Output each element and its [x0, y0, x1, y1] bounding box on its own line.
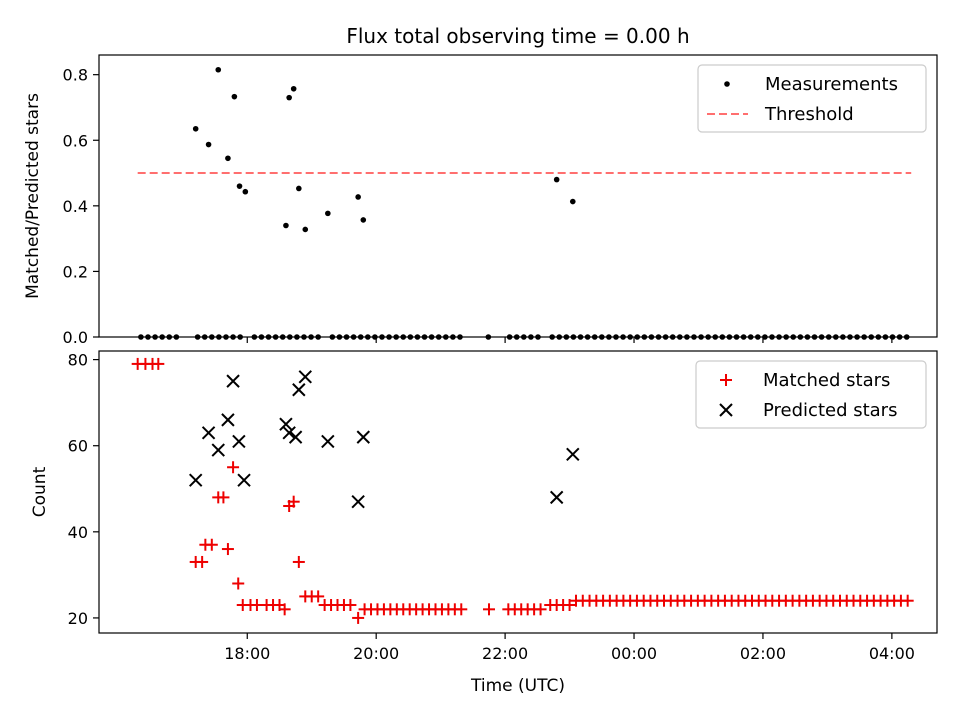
time-x-tick-label: 22:00 — [482, 644, 528, 663]
predicted-star-marker — [221, 413, 235, 427]
time-x-axis: 18:00 20:00 22:00 00:00 02:00 04:00 — [224, 633, 915, 663]
matched-star-marker — [534, 603, 547, 616]
ratio-panel-frame — [98, 54, 938, 338]
ratio-y-tick-label: 0.8 — [63, 66, 88, 85]
matched-star-marker — [901, 594, 914, 607]
measurement-point — [215, 66, 222, 73]
measurement-point — [553, 176, 560, 183]
time-x-tick-label: 20:00 — [353, 644, 399, 663]
legend-threshold-label: Threshold — [764, 104, 854, 125]
measurement-point — [231, 93, 238, 100]
predicted-star-marker — [201, 426, 216, 440]
predicted-star-marker — [351, 494, 365, 509]
matched-star-marker — [217, 491, 230, 504]
measurement-point — [355, 194, 361, 200]
time-x-tick-label: 18:00 — [224, 644, 270, 663]
measurement-point — [286, 94, 292, 101]
matched-star-marker — [287, 495, 300, 508]
count-y-tick-label: 80 — [68, 351, 88, 370]
matched-star-marker — [196, 555, 209, 568]
count-y-tick-label: 60 — [68, 437, 88, 456]
predicted-star-marker — [566, 447, 580, 462]
matched-star-marker — [278, 603, 291, 616]
matched-star-marker — [352, 611, 365, 624]
count-legend: Matched stars Predicted stars — [695, 360, 927, 429]
measurement-point — [325, 210, 331, 217]
predicted-star-marker — [549, 490, 564, 505]
measurement-point — [236, 183, 243, 189]
matched-star-marker — [292, 555, 305, 568]
matched-star-marker — [205, 538, 218, 551]
predicted-star-marker — [321, 434, 335, 449]
predicted-star-marker — [237, 473, 251, 487]
predicted-star-marker — [232, 434, 246, 449]
time-x-label: Time (UTC) — [470, 676, 565, 696]
count-y-label: Count — [30, 466, 50, 517]
predicted-star-marker — [282, 426, 296, 440]
ratio-y-label: Matched/Predicted stars — [23, 93, 43, 299]
legend-predicted-label: Predicted stars — [763, 400, 897, 421]
matched-star-marker — [221, 543, 234, 556]
measurement-point — [283, 222, 289, 229]
matched-star-marker — [152, 357, 165, 370]
time-x-tick-label: 02:00 — [740, 644, 786, 663]
time-x-tick-label: 00:00 — [611, 644, 657, 663]
predicted-star-marker — [279, 417, 293, 431]
predicted-star-marker — [188, 473, 203, 487]
predicted-star-marker — [292, 383, 306, 397]
predicted-star-marker — [356, 430, 370, 444]
legend-matched-marker — [720, 374, 732, 386]
ratio-y-tick-label: 0.6 — [63, 131, 88, 150]
measurement-point — [242, 188, 249, 195]
measurement-point — [302, 226, 309, 233]
count-legend-box — [695, 360, 927, 429]
ratio-y-tick-label: 0.0 — [63, 328, 88, 347]
figure-title: Flux total observing time = 0.00 h — [346, 24, 689, 48]
predicted-star-marker — [211, 443, 225, 457]
time-x-tick-label: 04:00 — [869, 644, 915, 663]
measurement-point — [290, 85, 297, 92]
predicted-star-marker — [288, 430, 303, 444]
measurement-point — [569, 198, 576, 205]
matched-star-marker — [344, 599, 357, 612]
matched-star-marker — [227, 461, 240, 474]
legend-predicted-marker — [719, 403, 733, 417]
matched-star-marker — [232, 577, 245, 590]
count-points — [131, 357, 914, 624]
legend-matched-label: Matched stars — [763, 370, 890, 391]
matched-star-marker — [482, 603, 495, 616]
measurement-point — [225, 155, 231, 162]
measurement-point — [192, 125, 199, 132]
count-y-tick-label: 20 — [68, 609, 88, 628]
measurement-point — [360, 217, 367, 223]
measurement-point — [205, 141, 212, 148]
ratio-y-tick-label: 0.2 — [63, 262, 88, 281]
ratio-x-ticks — [246, 337, 893, 343]
ratio-y-tick-label: 0.4 — [63, 197, 88, 216]
matched-star-marker — [455, 603, 468, 616]
predicted-star-marker — [226, 374, 240, 388]
matched-star-marker — [312, 590, 325, 603]
count-y-axis: 20 40 60 80 — [68, 351, 99, 628]
ratio-panel: 0.00.20.40.60.8 Matched/Predicted stars … — [23, 54, 938, 347]
count-y-tick-label: 40 — [68, 523, 88, 542]
ratio-legend-box — [697, 64, 927, 133]
ratio-legend: Measurements Threshold — [697, 64, 927, 133]
legend-measurements-label: Measurements — [765, 74, 898, 95]
count-panel-frame — [98, 350, 938, 634]
matched-star-marker — [563, 599, 576, 612]
measurement-point — [296, 185, 302, 192]
ratio-y-axis: 0.0 0.2 0.4 0.6 0.8 — [63, 66, 99, 347]
legend-measurement-dot — [724, 81, 730, 87]
predicted-star-marker — [298, 370, 312, 384]
